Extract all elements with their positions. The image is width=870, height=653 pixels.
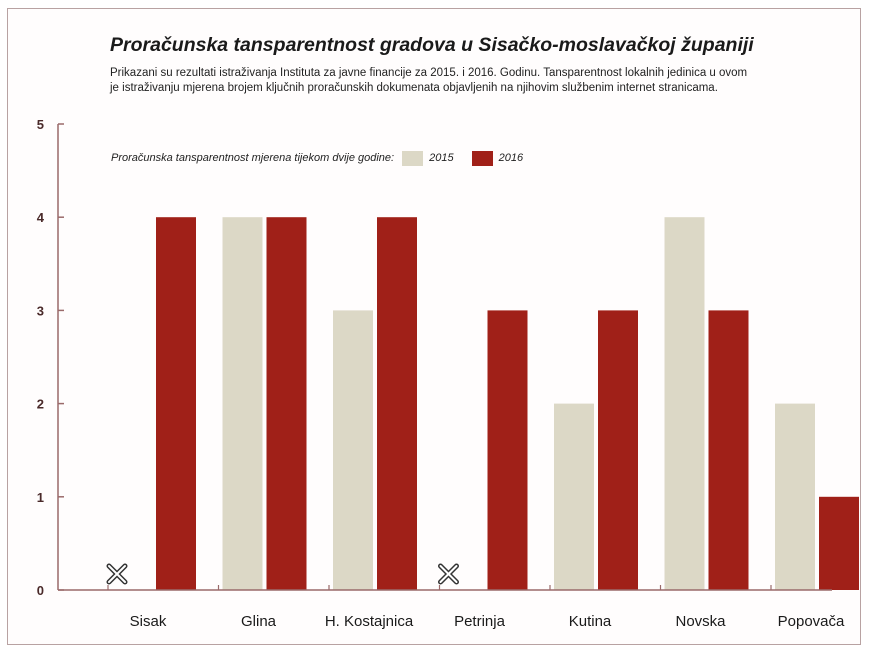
bar-2015-popova-a	[775, 403, 815, 590]
bar-2015-h-kostajnica	[333, 310, 373, 590]
y-tick-label: 4	[37, 210, 45, 225]
x-tick-label: Popovača	[778, 613, 845, 630]
legend-label-2016: 2016	[498, 152, 524, 164]
x-tick-label: Novska	[675, 613, 726, 630]
legend-label-2015: 2015	[429, 152, 454, 164]
bar-2016-petrinja	[487, 310, 528, 590]
subtitle-line-1: Prikazani su rezultati istraživanja Inst…	[110, 67, 748, 79]
chart-subtitle: Prikazani su rezultati istraživanja Inst…	[110, 66, 810, 96]
bar-2016-h-kostajnica	[377, 217, 417, 590]
y-tick-label: 1	[37, 490, 44, 505]
y-tick-label: 3	[37, 303, 44, 318]
bar-2016-kutina	[598, 310, 638, 590]
bar-2016-sisak	[156, 217, 196, 590]
bar-2015-kutina	[554, 403, 594, 590]
bar-2016-glina	[266, 217, 307, 590]
x-tick-label: Kutina	[569, 613, 612, 630]
missing-value-x-icon	[438, 563, 459, 585]
x-tick-label: H. Kostajnica	[325, 613, 414, 630]
bar-2016-popova-a	[819, 496, 859, 590]
chart-title: Proračunska tansparentnost gradova u Sis…	[110, 34, 754, 56]
x-tick-label: Petrinja	[454, 613, 506, 630]
x-tick-label: Glina	[241, 613, 277, 630]
x-tick-label: Sisak	[130, 613, 167, 630]
legend-swatch-2016	[471, 150, 493, 166]
bar-2015-glina	[222, 217, 263, 590]
legend: Proračunska tansparentnost mjerena tijek…	[111, 150, 523, 166]
legend-swatch-2015	[402, 150, 424, 166]
subtitle-line-2: je istraživanju mjerena brojem ključnih …	[110, 82, 718, 94]
y-tick-label: 5	[37, 117, 44, 132]
legend-title: Proračunska tansparentnost mjerena tijek…	[111, 152, 395, 164]
y-tick-label: 2	[37, 397, 44, 412]
y-tick-label: 0	[37, 583, 44, 598]
bar-2016-novska	[708, 310, 749, 590]
missing-value-x-icon	[106, 563, 128, 585]
bar-2015-novska	[664, 217, 705, 590]
